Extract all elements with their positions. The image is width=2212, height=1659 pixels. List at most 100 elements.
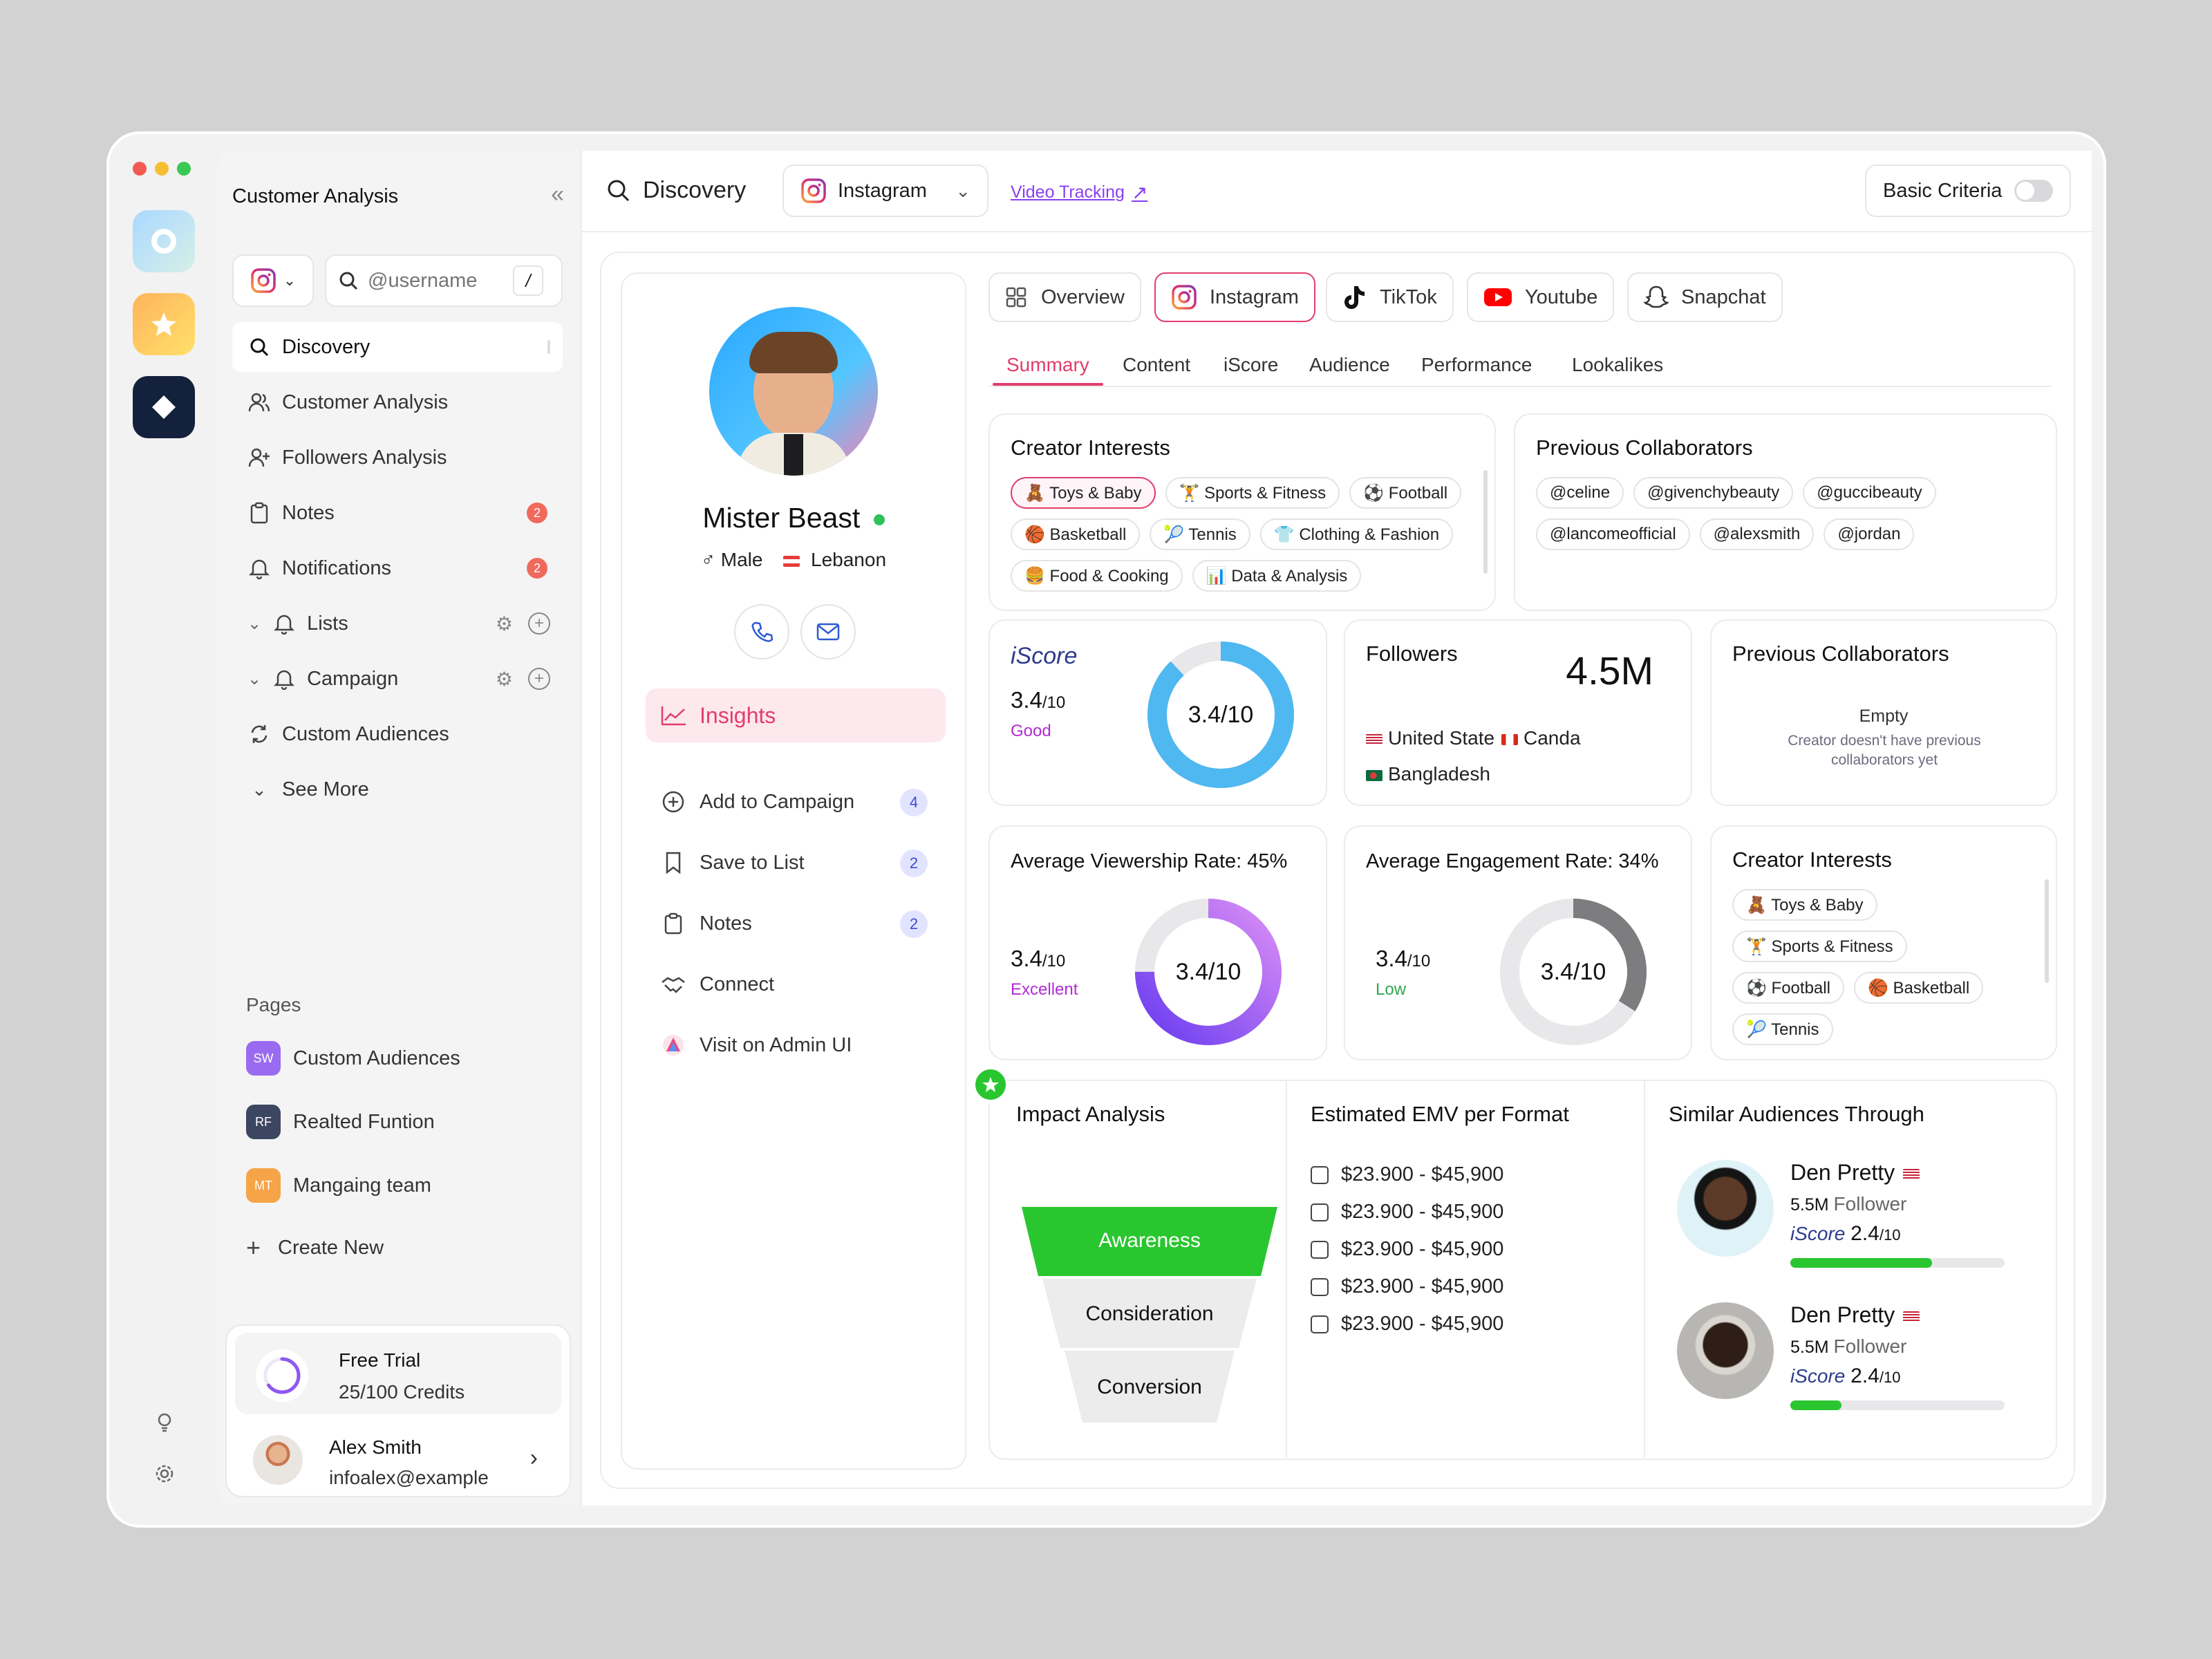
- similar-person-2[interactable]: Den Pretty 5.5M Follower iScore 2.4/10: [1669, 1295, 2028, 1420]
- interest-tag[interactable]: 🏋 Sports & Fitness: [1732, 930, 1907, 962]
- toggle-switch[interactable]: [2014, 180, 2053, 202]
- gear-icon[interactable]: ⚙: [495, 612, 513, 635]
- funnel-stage-conversion[interactable]: [1065, 1351, 1235, 1423]
- subtab-performance[interactable]: Performance: [1421, 354, 1533, 375]
- username-search[interactable]: /: [325, 254, 563, 307]
- interest-tag[interactable]: 📊 Data & Analysis: [1192, 560, 1362, 592]
- active-subtab-underline: [993, 383, 1103, 386]
- interest-tag[interactable]: 🎾 Tennis: [1732, 1013, 1833, 1045]
- subtab-summary[interactable]: Summary: [1006, 354, 1089, 375]
- create-new-button[interactable]: + Create New: [246, 1233, 384, 1262]
- notes-action[interactable]: Notes: [661, 911, 937, 936]
- sidebar-item-lists[interactable]: ⌄ Lists ⚙ +: [232, 599, 563, 648]
- page-item-mangaing-team[interactable]: MT Mangaing team: [246, 1168, 431, 1203]
- tab-overview[interactable]: Overview: [988, 272, 1141, 322]
- tab-youtube[interactable]: Youtube: [1467, 272, 1615, 322]
- app-icon-1[interactable]: [133, 210, 195, 272]
- interest-tag[interactable]: @jordan: [1824, 518, 1915, 550]
- visit-admin-action[interactable]: Visit on Admin UI: [661, 1033, 937, 1058]
- chevron-down-icon[interactable]: ⌄: [247, 669, 262, 688]
- sidebar-item-customer-analysis[interactable]: Customer Analysis: [232, 377, 563, 427]
- app-icon-2[interactable]: [133, 293, 195, 355]
- sidebar-item-discovery[interactable]: Discovery: [232, 322, 563, 372]
- username-input[interactable]: [368, 269, 513, 292]
- interest-tag[interactable]: 👕 Clothing & Fashion: [1259, 518, 1454, 550]
- interest-tag[interactable]: ⚽ Football: [1349, 477, 1462, 509]
- sidebar-item-notifications[interactable]: Notifications 2: [232, 543, 563, 593]
- iscore-value-row: 3.4/10: [1011, 687, 1065, 713]
- add-circle-icon[interactable]: +: [528, 668, 550, 690]
- interest-tag[interactable]: @celine: [1536, 477, 1624, 509]
- subtab-audience[interactable]: Audience: [1309, 354, 1390, 375]
- scrollbar[interactable]: [2045, 879, 2049, 983]
- subtab-iscore[interactable]: iScore: [1224, 354, 1279, 375]
- sidebar-item-campaign[interactable]: ⌄ Campaign ⚙ +: [232, 654, 563, 704]
- user-account-row[interactable]: Alex Smith infoalex@example ›: [235, 1427, 561, 1490]
- interest-tag[interactable]: @lancomeofficial: [1536, 518, 1690, 550]
- maximize-dot[interactable]: [177, 162, 191, 176]
- user-name: Alex Smith: [329, 1436, 422, 1458]
- free-trial-title: Free Trial: [339, 1349, 421, 1371]
- connect-action[interactable]: Connect: [661, 972, 937, 997]
- insights-button[interactable]: Insights: [646, 688, 946, 742]
- sidebar-item-followers-analysis[interactable]: Followers Analysis: [232, 433, 563, 482]
- sidebar-item-see-more[interactable]: ⌄ See More: [232, 765, 563, 814]
- free-trial-panel[interactable]: Free Trial 25/100 Credits: [235, 1333, 561, 1414]
- tab-snapchat[interactable]: Snapchat: [1627, 272, 1783, 322]
- chevron-down-icon[interactable]: ⌄: [247, 614, 262, 633]
- page-item-custom-audiences[interactable]: SW Custom Audiences: [246, 1041, 460, 1076]
- interest-tag[interactable]: @guccibeauty: [1803, 477, 1936, 509]
- basic-criteria-toggle[interactable]: Basic Criteria: [1865, 165, 2071, 217]
- similar-person-1[interactable]: Den Pretty 5.5M Follower iScore 2.4/10: [1669, 1153, 2028, 1277]
- platform-dropdown[interactable]: Instagram ⌄: [782, 165, 988, 217]
- save-to-list-action[interactable]: Save to List: [661, 850, 937, 875]
- add-to-campaign-action[interactable]: Add to Campaign: [661, 789, 937, 814]
- video-tracking-link[interactable]: Video Tracking ↗: [1011, 181, 1147, 204]
- funnel-stage-awareness[interactable]: [1022, 1207, 1277, 1276]
- funnel-label-consideration: Consideration: [1085, 1302, 1213, 1325]
- call-button[interactable]: [734, 604, 789, 659]
- interest-tag[interactable]: 🏀 Basketball: [1853, 972, 1984, 1004]
- settings-icon[interactable]: [152, 1461, 177, 1486]
- interest-tag[interactable]: 🧸 Toys & Baby: [1732, 889, 1877, 921]
- plus-icon: +: [246, 1233, 261, 1262]
- interest-tag[interactable]: 🎾 Tennis: [1150, 518, 1250, 550]
- interest-tag[interactable]: @givenchybeauty: [1633, 477, 1794, 509]
- email-button[interactable]: [800, 604, 856, 659]
- star-icon: [151, 312, 176, 336]
- collapse-sidebar-icon[interactable]: «: [551, 181, 564, 207]
- gear-icon[interactable]: ⚙: [495, 668, 513, 690]
- platform-select[interactable]: ⌄: [232, 254, 314, 307]
- sidebar-item-custom-audiences[interactable]: Custom Audiences: [232, 709, 563, 759]
- scrollbar[interactable]: [1483, 470, 1488, 574]
- bulb-icon[interactable]: [152, 1409, 177, 1434]
- instagram-icon: [251, 268, 276, 293]
- tab-tiktok[interactable]: TikTok: [1326, 272, 1454, 322]
- profile-country: Lebanon: [811, 549, 887, 570]
- viewership-rating: Excellent: [1011, 980, 1078, 999]
- close-dot[interactable]: [133, 162, 147, 176]
- impact-funnel: Awareness Consideration Conversion: [1022, 1207, 1277, 1423]
- previous-collaborators-card: Previous Collaborators @celine @givenchyb…: [1514, 413, 2057, 611]
- interest-tag[interactable]: 🏀 Basketball: [1011, 518, 1141, 550]
- similar-title: Similar Audiences Through: [1669, 1102, 1924, 1126]
- page-item-realted-funtion[interactable]: RF Realted Funtion: [246, 1105, 435, 1139]
- interest-tag[interactable]: 🧸 Toys & Baby: [1011, 477, 1156, 509]
- chevron-right-icon[interactable]: ›: [529, 1445, 538, 1471]
- followers-card: Followers 4.5M United State Canda Bangla…: [1344, 619, 1692, 806]
- add-circle-icon[interactable]: +: [528, 612, 550, 635]
- tab-instagram[interactable]: Instagram: [1154, 272, 1315, 322]
- score-bar-track: [1790, 1258, 2005, 1268]
- app-icon-3[interactable]: [133, 376, 195, 438]
- interest-tag[interactable]: @alexsmith: [1699, 518, 1815, 550]
- minimize-dot[interactable]: [155, 162, 169, 176]
- subtab-lookalikes[interactable]: Lookalikes: [1572, 354, 1664, 375]
- subtab-content[interactable]: Content: [1123, 354, 1191, 375]
- interest-tag[interactable]: 🏋 Sports & Fitness: [1165, 477, 1340, 509]
- interest-tag[interactable]: 🍔 Food & Cooking: [1011, 560, 1183, 592]
- funnel-stage-consideration[interactable]: [1042, 1279, 1257, 1348]
- interest-tag[interactable]: ⚽ Football: [1732, 972, 1844, 1004]
- diamond-icon: [152, 395, 176, 419]
- image-icon: [1311, 1315, 1329, 1334]
- sidebar-item-notes[interactable]: Notes 2: [232, 488, 563, 538]
